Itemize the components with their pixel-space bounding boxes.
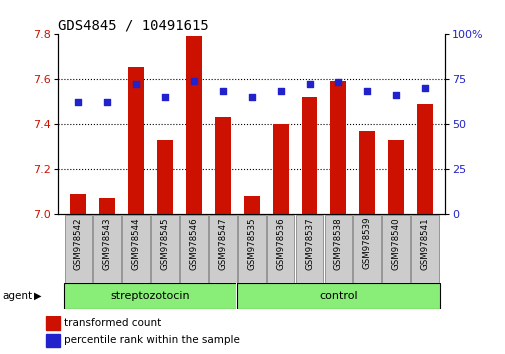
Bar xyxy=(411,215,438,282)
Bar xyxy=(186,36,201,214)
Point xyxy=(103,99,111,105)
Text: control: control xyxy=(319,291,357,301)
Bar xyxy=(65,215,92,282)
Text: percentile rank within the sample: percentile rank within the sample xyxy=(64,335,240,346)
Bar xyxy=(215,117,230,214)
Text: GSM978541: GSM978541 xyxy=(420,217,429,269)
Bar xyxy=(180,215,208,282)
Text: GSM978538: GSM978538 xyxy=(333,217,342,269)
Bar xyxy=(243,196,259,214)
Text: GDS4845 / 10491615: GDS4845 / 10491615 xyxy=(58,18,209,33)
Bar xyxy=(382,215,409,282)
Bar xyxy=(266,215,294,282)
Bar xyxy=(93,215,121,282)
Bar xyxy=(122,215,150,282)
Bar xyxy=(359,131,375,214)
Point xyxy=(247,94,256,100)
Text: GSM978544: GSM978544 xyxy=(131,217,140,269)
Bar xyxy=(301,97,317,214)
Text: transformed count: transformed count xyxy=(64,318,162,328)
Text: GSM978540: GSM978540 xyxy=(391,217,400,269)
Bar xyxy=(237,215,265,282)
Point xyxy=(132,81,140,87)
Text: GSM978537: GSM978537 xyxy=(305,217,314,269)
Point xyxy=(334,80,342,85)
Text: GSM978546: GSM978546 xyxy=(189,217,198,269)
Bar xyxy=(99,198,115,214)
Bar xyxy=(70,194,86,214)
Point xyxy=(420,85,428,91)
Bar xyxy=(46,316,60,330)
Text: GSM978543: GSM978543 xyxy=(103,217,112,269)
Text: GSM978536: GSM978536 xyxy=(276,217,284,269)
Point xyxy=(74,99,82,105)
Point xyxy=(391,92,399,98)
Text: GSM978535: GSM978535 xyxy=(247,217,256,269)
Bar xyxy=(128,68,144,214)
Bar xyxy=(157,140,173,214)
Text: streptozotocin: streptozotocin xyxy=(111,291,190,301)
Bar xyxy=(352,215,380,282)
Point xyxy=(161,94,169,100)
Bar xyxy=(209,215,236,282)
Point xyxy=(276,88,284,94)
Point xyxy=(363,88,371,94)
Bar xyxy=(46,334,60,347)
Text: GSM978539: GSM978539 xyxy=(362,217,371,269)
Bar xyxy=(295,215,323,282)
Point xyxy=(218,88,226,94)
Text: GSM978542: GSM978542 xyxy=(74,217,83,269)
Text: agent: agent xyxy=(3,291,33,301)
Point xyxy=(189,78,197,84)
Text: GSM978547: GSM978547 xyxy=(218,217,227,269)
Text: ▶: ▶ xyxy=(34,291,42,301)
Bar xyxy=(272,124,288,214)
Bar xyxy=(387,140,403,214)
Text: GSM978545: GSM978545 xyxy=(160,217,169,269)
Bar xyxy=(416,104,432,214)
Bar xyxy=(324,215,351,282)
Bar xyxy=(330,81,345,214)
Bar xyxy=(151,215,179,282)
Point xyxy=(305,81,313,87)
